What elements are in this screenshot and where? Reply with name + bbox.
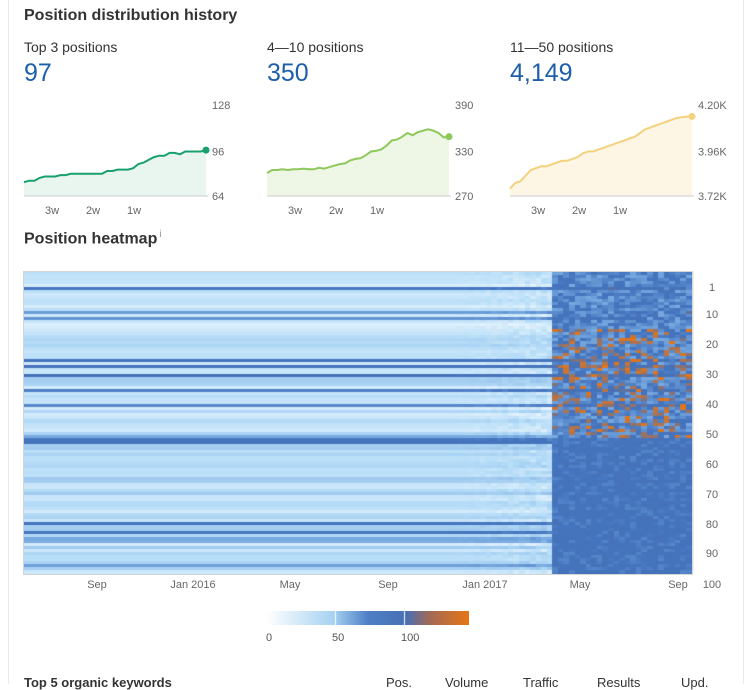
sparkline-line [509, 115, 693, 190]
sparkline-y-tick: 128 [212, 100, 230, 112]
sparkline-y-tick: 96 [212, 147, 224, 159]
heatmap-x-tick: May [570, 579, 591, 591]
sparkline-area [510, 116, 692, 196]
heatmap-y-tick: 30 [706, 369, 718, 381]
stat-top3-value[interactable]: 97 [24, 59, 52, 87]
sparkline-x-tick: 3w [45, 205, 59, 217]
stat-top3-label: Top 3 positions [24, 39, 118, 55]
sparkline-endpoint [688, 112, 696, 120]
sparkline-y-tick: 64 [212, 191, 224, 203]
heatmap-y-tick: 90 [706, 548, 718, 560]
sparkline-x-tick: 2w [572, 205, 586, 217]
sparkline-line [23, 149, 207, 184]
sparkline-area [24, 150, 206, 196]
section-title: Position distribution history [24, 7, 238, 24]
heatmap-x-tick: Sep [378, 579, 398, 591]
legend-label: 0 [266, 632, 273, 644]
heatmap-color-legend [267, 611, 469, 625]
heatmap-x-tick: Sep [87, 579, 107, 591]
sparkline-x-tick: 2w [86, 205, 100, 217]
stat-4to10-label: 4—10 positions [267, 39, 364, 55]
sparkline-endpoint [202, 146, 210, 154]
sparkline-4to10: 390 330 270 3w 2w 1w [266, 100, 473, 217]
heatmap-y-tick: 60 [706, 459, 718, 471]
legend-label: 100 [401, 632, 420, 644]
heatmap-y-tick: 100 [703, 579, 721, 591]
sparkline-y-tick: 3.96K [698, 147, 727, 159]
sparkline-x-tick: 1w [613, 205, 627, 217]
heatmap-y-tick: 50 [706, 429, 718, 441]
heatmap-x-tick: Sep [668, 579, 688, 591]
keywords-title: Top 5 organic keywords [24, 675, 172, 690]
sparkline-x-tick: 3w [288, 205, 302, 217]
heatmap-x-tick: Jan 2017 [462, 579, 507, 591]
sparkline-y-tick: 330 [455, 147, 473, 159]
col-results[interactable]: Results [597, 675, 641, 690]
heatmap-x-tick: Jan 2016 [170, 579, 215, 591]
sparkline-11to50: 4.20K 3.96K 3.72K 3w 2w 1w [509, 100, 727, 217]
sparkline-x-tick: 3w [531, 205, 545, 217]
col-updated[interactable]: Upd. [681, 675, 709, 690]
heatmap-y-tick: 70 [706, 489, 718, 501]
heatmap-y-tick: 10 [706, 309, 718, 321]
sparkline-y-tick: 270 [455, 191, 473, 203]
sparkline-y-tick: 4.20K [698, 100, 727, 112]
sparkline-top3: 128 96 64 3w 2w 1w [23, 100, 230, 217]
col-volume[interactable]: Volume [445, 675, 489, 690]
sparkline-x-tick: 1w [127, 205, 141, 217]
sparkline-y-tick: 390 [455, 100, 473, 112]
sparkline-x-tick: 1w [370, 205, 384, 217]
heatmap-title: Position heatmap i [24, 229, 162, 248]
position-heatmap [23, 271, 693, 575]
sparkline-endpoint [445, 133, 453, 141]
col-pos[interactable]: Pos. [386, 675, 413, 690]
heatmap-canvas[interactable] [23, 271, 693, 575]
keywords-header-row: Top 5 organic keywords Pos. Volume Traff… [0, 675, 747, 690]
sparkline-x-tick: 2w [329, 205, 343, 217]
heatmap-y-tick: 20 [706, 339, 718, 351]
stat-11to50-label: 11—50 positions [510, 39, 614, 55]
sparkline-area [267, 129, 449, 196]
info-icon[interactable]: i [159, 229, 162, 240]
heatmap-axes: 1 10 20 30 40 50 60 70 80 90 100 Sep Jan 2016 May Sep J… [87, 271, 721, 591]
legend-label: 50 [332, 632, 345, 644]
stat-4to10-value[interactable]: 350 [267, 59, 309, 87]
col-traffic[interactable]: Traffic [523, 675, 559, 690]
sparklines: 128 96 64 3w 2w 1w 390 330 270 3w 2w 1w 4.20K 3.96K… [23, 100, 727, 217]
sparkline-line [266, 128, 450, 174]
stat-11to50-value[interactable]: 4,149 [510, 59, 573, 87]
heatmap-y-tick: 80 [706, 519, 718, 531]
heatmap-y-tick: 40 [706, 399, 718, 411]
heatmap-y-tick: 1 [709, 282, 715, 294]
sparkline-y-tick: 3.72K [698, 191, 727, 203]
heatmap-x-tick: May [280, 579, 301, 591]
